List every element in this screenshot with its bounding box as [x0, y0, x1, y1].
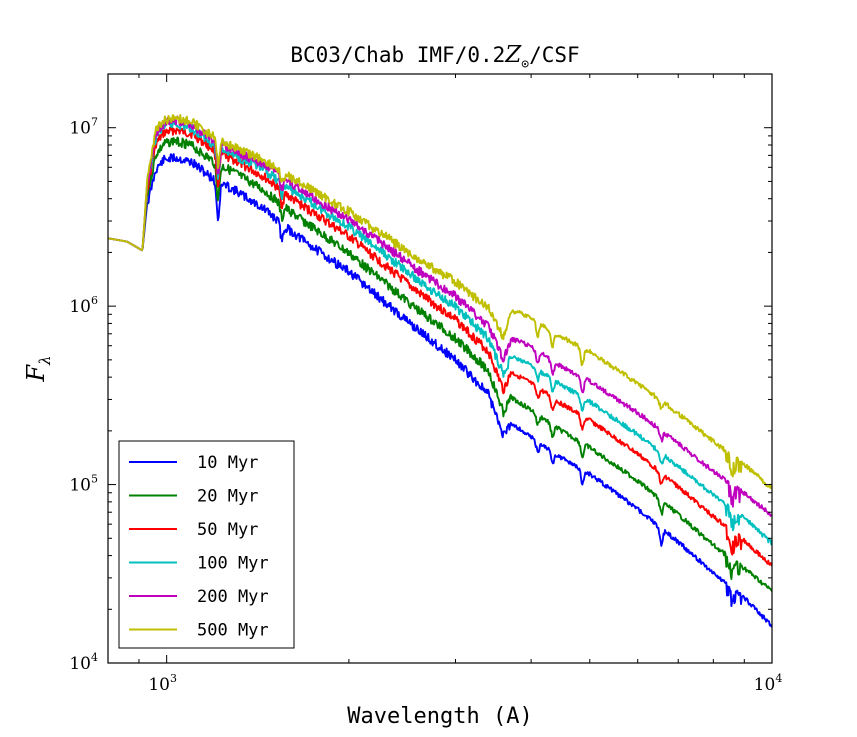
legend-label-10-myr: 10 Myr [197, 453, 258, 473]
legend-label-200-myr: 200 Myr [197, 587, 269, 607]
chart-title-prefix: BC03/Chab IMF/0.2 [290, 43, 505, 67]
series-layer [108, 113, 772, 628]
series-line-20-myr [108, 136, 772, 592]
y-axis-label-subscript: λ [36, 355, 54, 366]
x-tick-label: 103 [148, 672, 177, 695]
plot-frame [107, 73, 773, 664]
chart-title-subscript: ⊙ [521, 57, 529, 72]
y-axis-label-main: F [22, 364, 50, 383]
series-line-50-myr [108, 125, 772, 567]
legend-label-500-myr: 500 Myr [197, 621, 269, 641]
legend-label-20-myr: 20 Myr [197, 487, 258, 507]
legend-box [118, 440, 295, 649]
plot-area: 103 104 104 105 106 107 [69, 73, 782, 695]
y-tick-label: 106 [69, 294, 98, 317]
series-line-200-myr [108, 115, 772, 517]
y-tick-label: 104 [69, 651, 98, 674]
y-axis-label: Fλ [22, 355, 54, 382]
series-line-500-myr [108, 113, 772, 489]
y-tick-label: 107 [69, 116, 98, 139]
legend: 10 Myr 20 Myr 50 Myr 100 Myr 200 Myr 500 Myr [118, 440, 295, 649]
x-axis-label: Wavelength (A) [347, 704, 532, 729]
tick-label-layer: 103 104 104 105 106 107 [69, 116, 782, 695]
x-tick-label: 104 [754, 672, 783, 695]
chart-title-symbol: Z [504, 42, 522, 68]
series-line-10-myr [108, 153, 772, 628]
chart-title: BC03/Chab IMF/0.2Z⊙/CSF [290, 42, 579, 72]
legend-label-100-myr: 100 Myr [197, 554, 269, 574]
legend-items: 10 Myr 20 Myr 50 Myr 100 Myr 200 Myr 500 Myr [129, 453, 269, 641]
tick-layer [107, 73, 773, 664]
chart-title-suffix: /CSF [529, 43, 580, 67]
legend-label-50-myr: 50 Myr [197, 520, 258, 540]
y-tick-label: 105 [69, 473, 98, 496]
